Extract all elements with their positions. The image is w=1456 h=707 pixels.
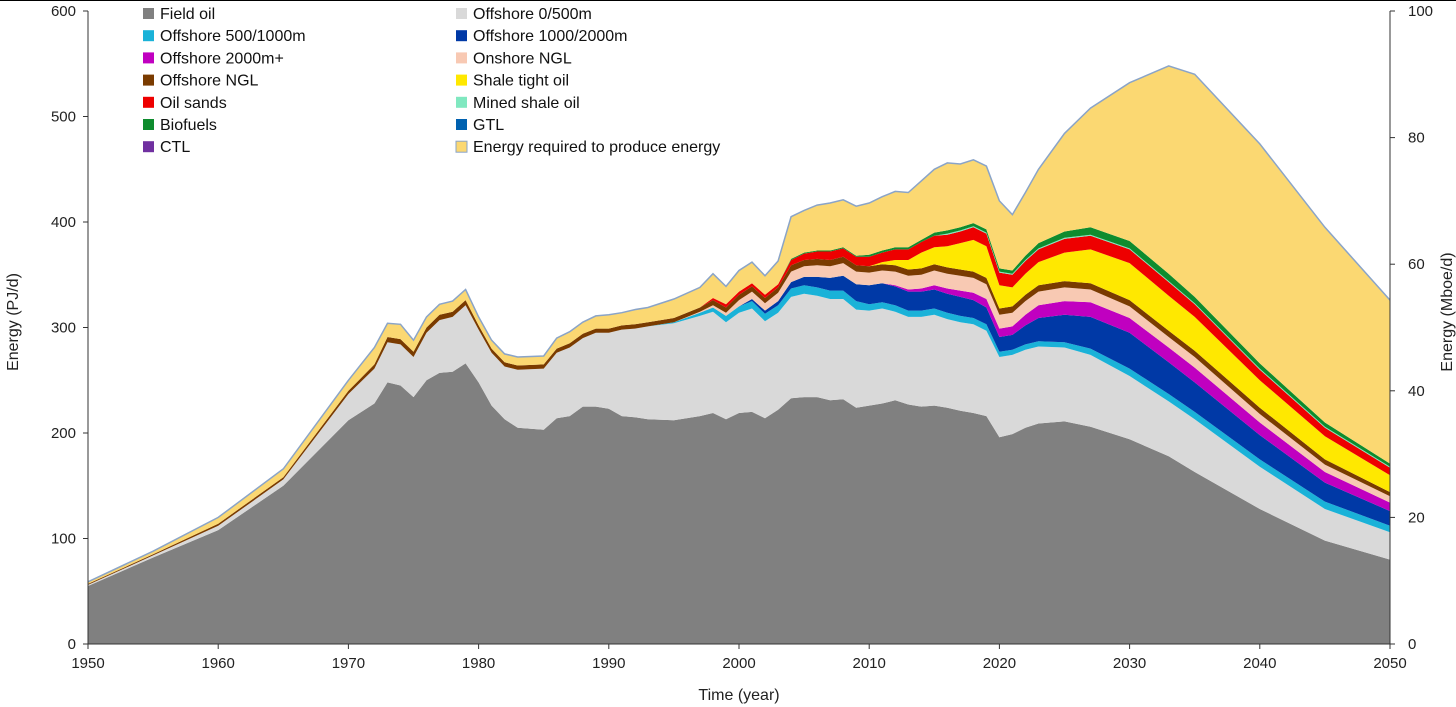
legend-swatch-offshore-0-500m bbox=[456, 8, 467, 19]
y2-tick-label: 40 bbox=[1408, 383, 1425, 400]
y-tick-label: 300 bbox=[51, 320, 76, 337]
x-tick-label: 2000 bbox=[722, 655, 755, 672]
legend-swatch-energy-required-to-produce-energy bbox=[455, 140, 468, 153]
legend: Field oil Offshore 0/500m Offshore 500/100… bbox=[143, 6, 720, 156]
legend-label-offshore-ngl: Offshore NGL bbox=[160, 73, 259, 90]
y-ticks-group: 0 100 200 300 400 500 600 bbox=[51, 3, 88, 653]
y2-tick-label: 100 bbox=[1408, 3, 1433, 20]
y2-axis-title: Energy (Mboe/d) bbox=[1439, 252, 1456, 371]
legend-label-offshore-500-1000m: Offshore 500/1000m bbox=[160, 28, 306, 45]
legend-label-biofuels: Biofuels bbox=[160, 117, 217, 134]
x-tick-label: 2040 bbox=[1243, 655, 1276, 672]
legend-label-ctl: CTL bbox=[160, 139, 190, 156]
legend-label-mined-shale-oil: Mined shale oil bbox=[473, 95, 580, 112]
legend-swatch-ctl bbox=[143, 141, 154, 153]
legend-label-shale-tight-oil: Shale tight oil bbox=[473, 73, 569, 90]
area-offshore-0-500m bbox=[88, 293, 1390, 586]
legend-swatch-onshore-ngl bbox=[456, 52, 467, 64]
x-tick-label: 1990 bbox=[592, 655, 625, 672]
legend-swatch-gtl bbox=[456, 119, 467, 130]
x-tick-label: 1970 bbox=[332, 655, 365, 672]
x-ticks-group: 1950 1960 1970 1980 1990 2000 2010 2020 2030 2040… bbox=[71, 644, 1407, 672]
legend-swatch-mined-shale-oil bbox=[456, 96, 467, 108]
y-tick-label: 400 bbox=[51, 214, 76, 231]
x-axis-title: Time (year) bbox=[698, 687, 779, 704]
x-tick-label: 1950 bbox=[71, 655, 104, 672]
legend-label-oil-sands: Oil sands bbox=[160, 95, 227, 112]
y2-ticks-group: 0 20 40 60 80 100 bbox=[1390, 3, 1433, 653]
legend-swatch-shale-tight-oil bbox=[456, 74, 467, 86]
y-tick-label: 100 bbox=[51, 531, 76, 548]
legend-swatch-offshore-2000m bbox=[143, 52, 154, 64]
x-tick-label: 2010 bbox=[853, 655, 886, 672]
legend-label-field-oil: Field oil bbox=[160, 6, 215, 23]
x-tick-label: 1960 bbox=[202, 655, 235, 672]
legend-label-offshore-1000-2000m: Offshore 1000/2000m bbox=[473, 28, 627, 45]
x-tick-label: 1980 bbox=[462, 655, 495, 672]
legend-swatch-offshore-500-1000m bbox=[143, 30, 154, 42]
total-outline bbox=[87, 65, 1391, 583]
x-tick-label: 2030 bbox=[1113, 655, 1146, 672]
legend-swatch-offshore-ngl bbox=[143, 74, 154, 86]
y-tick-label: 200 bbox=[51, 425, 76, 442]
area-field-oil bbox=[88, 363, 1390, 644]
y2-tick-label: 60 bbox=[1408, 256, 1425, 273]
x-tick-label: 2050 bbox=[1373, 655, 1406, 672]
legend-swatch-oil-sands bbox=[143, 96, 154, 108]
y-tick-label: 0 bbox=[68, 636, 76, 653]
x-tick-label: 2020 bbox=[983, 655, 1016, 672]
area-series-group bbox=[87, 65, 1391, 644]
legend-swatch-offshore-1000-2000m bbox=[456, 30, 467, 42]
area-energy-required-to-produce-energy bbox=[88, 65, 1390, 584]
y-tick-label: 600 bbox=[51, 3, 76, 20]
y-tick-label: 500 bbox=[51, 109, 76, 126]
legend-label-offshore-0-500m: Offshore 0/500m bbox=[473, 6, 592, 23]
y2-tick-label: 0 bbox=[1408, 636, 1416, 653]
legend-label-offshore-2000m: Offshore 2000m+ bbox=[160, 50, 284, 67]
y2-tick-label: 80 bbox=[1408, 130, 1425, 147]
y2-tick-label: 20 bbox=[1408, 509, 1425, 526]
legend-label-onshore-ngl: Onshore NGL bbox=[473, 50, 572, 67]
y-axis-title: Energy (PJ/d) bbox=[5, 273, 22, 371]
legend-label-gtl: GTL bbox=[473, 117, 504, 134]
legend-label-energy-required-to-produce-energy: Energy required to produce energy bbox=[473, 139, 720, 156]
legend-swatch-biofuels bbox=[143, 119, 154, 130]
legend-swatch-field-oil bbox=[143, 8, 154, 19]
